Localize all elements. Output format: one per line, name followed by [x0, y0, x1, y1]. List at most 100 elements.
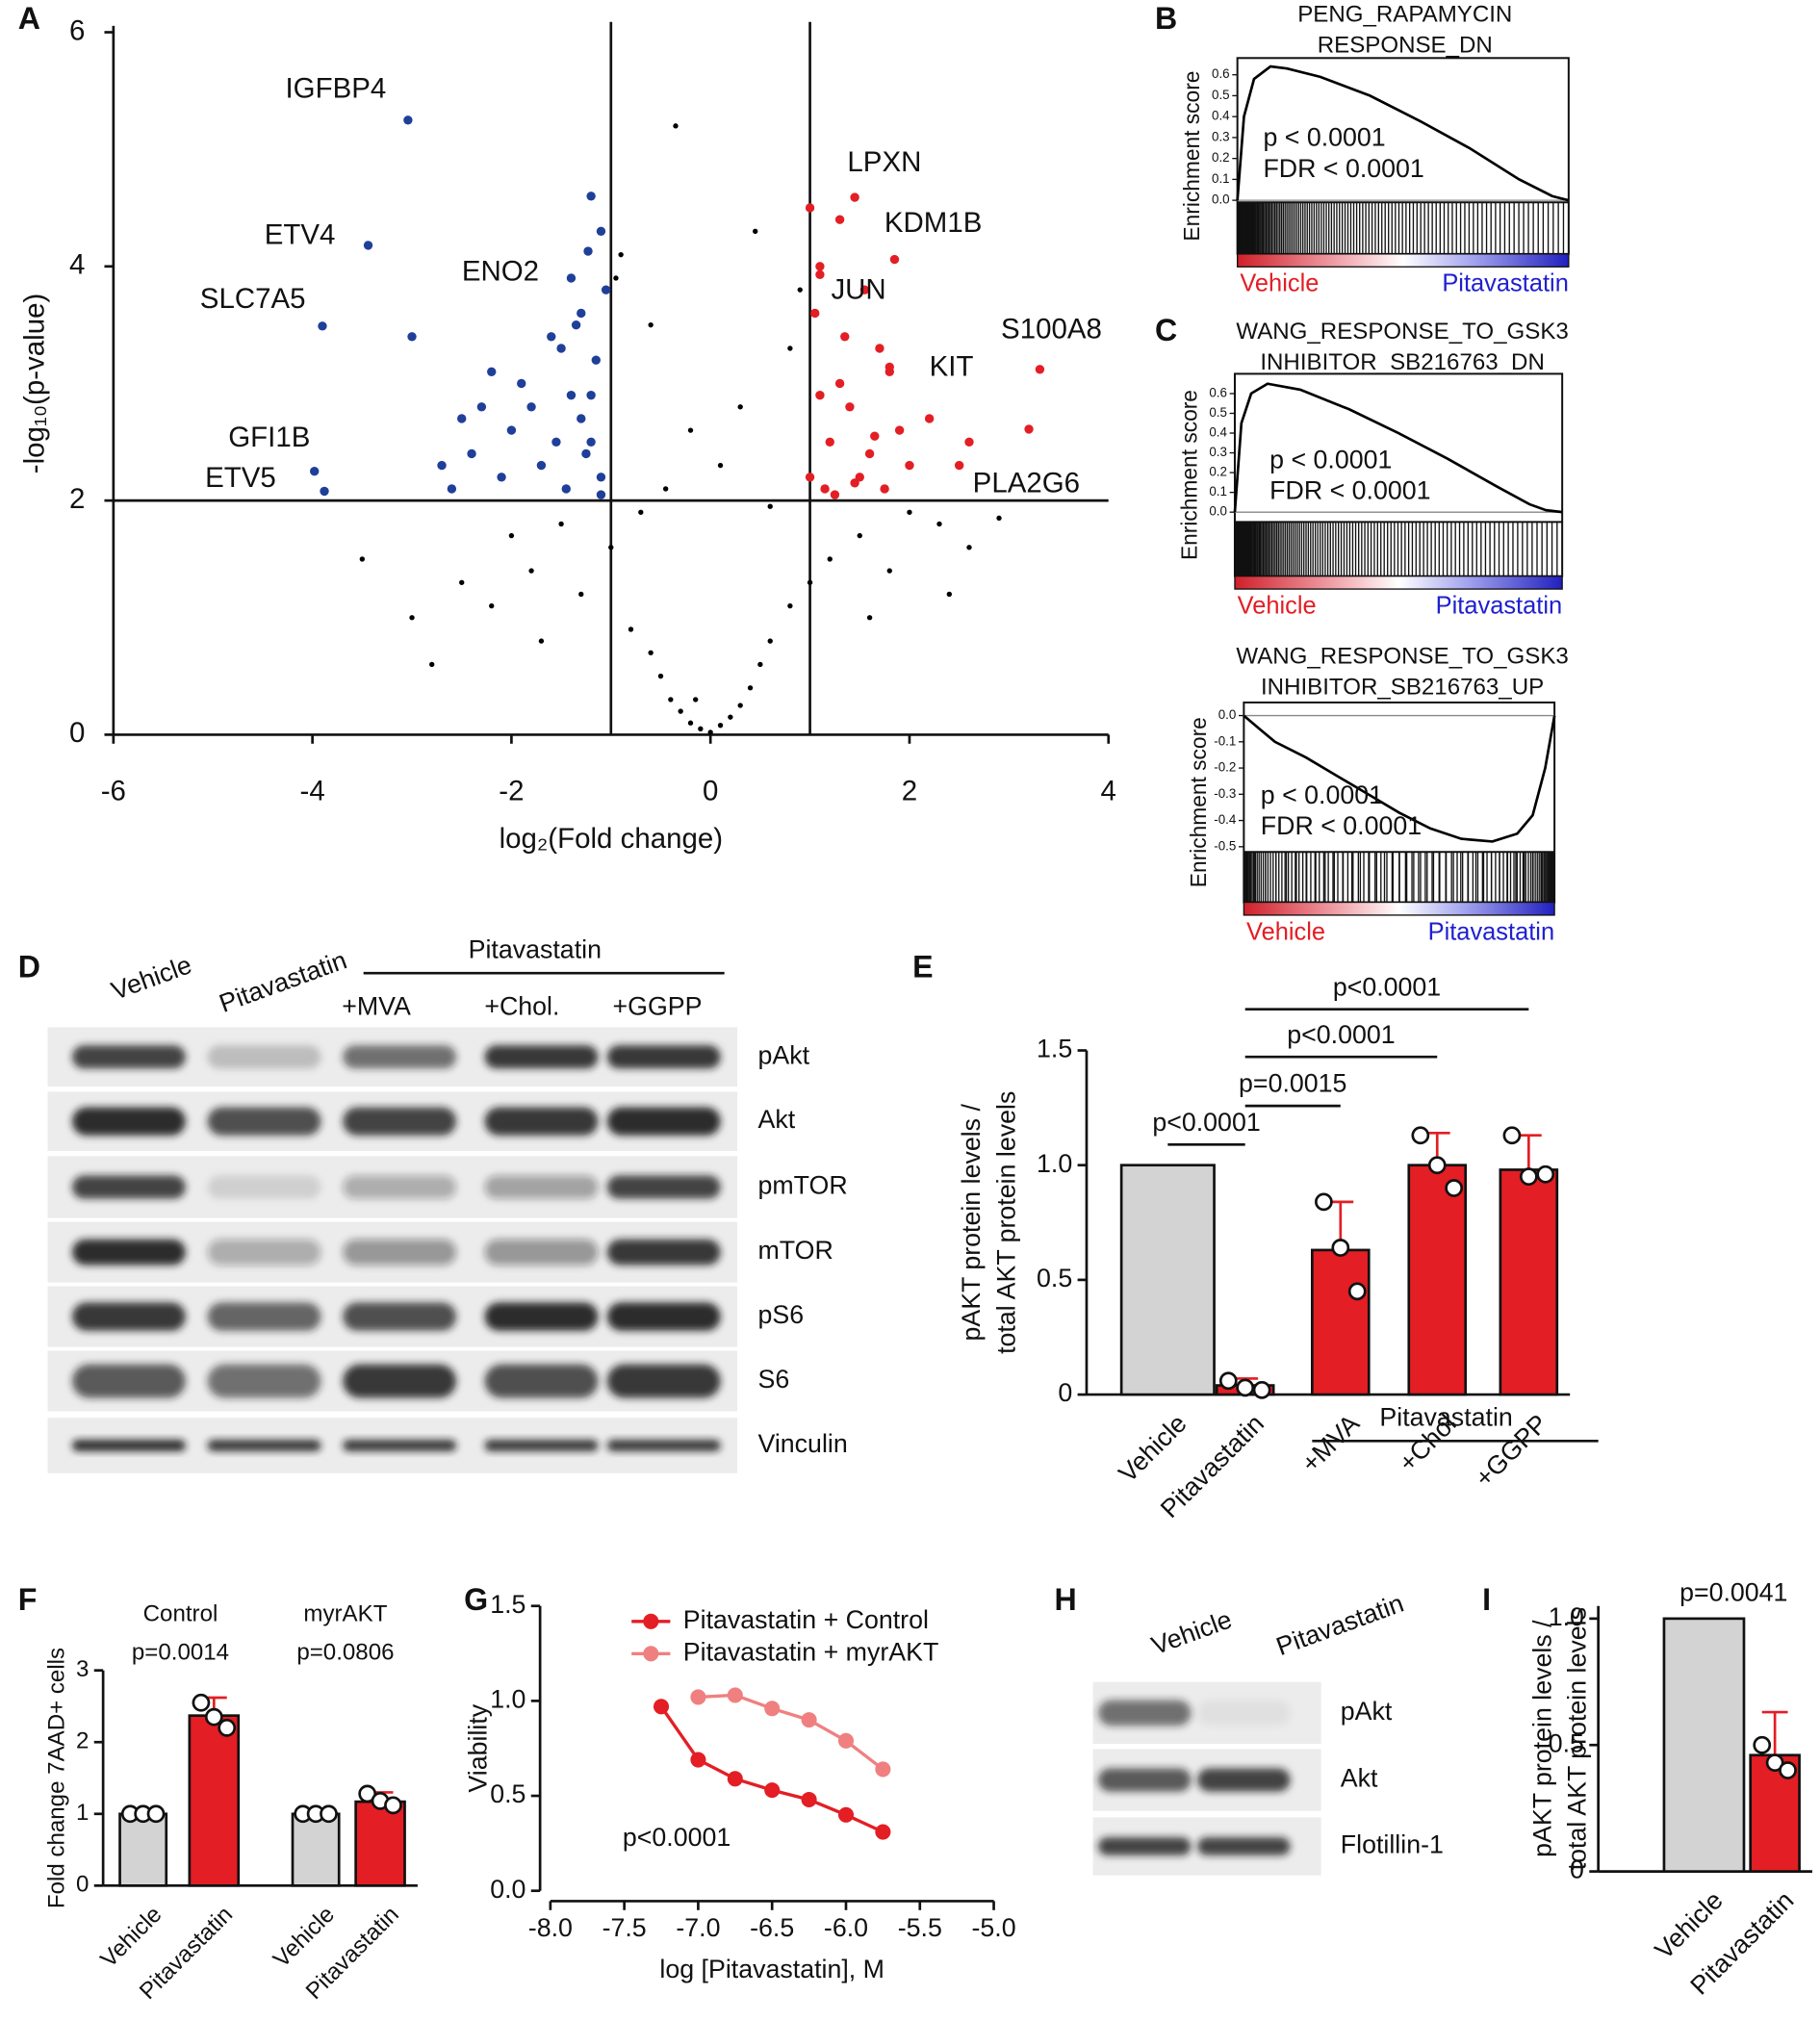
replicate-point: [384, 1796, 402, 1815]
gene-label: JUN: [831, 274, 885, 306]
p-value-label: p<0.0001: [1152, 1108, 1260, 1137]
point: [747, 685, 754, 691]
point: [596, 473, 606, 482]
blot-band: [71, 1439, 186, 1452]
rank-gradient: [1243, 901, 1555, 916]
y-tick-label: 0.5: [1209, 405, 1227, 420]
enrichment-curve: [1236, 64, 1570, 202]
x-tick-label: -2: [499, 775, 524, 806]
blot-band: [1197, 1837, 1291, 1855]
point: [880, 484, 889, 494]
replicate-point: [1252, 1380, 1271, 1399]
y-tick-label: 0.5: [490, 1779, 525, 1808]
y-axis-label: Enrichment score: [1179, 71, 1204, 242]
point: [662, 486, 669, 492]
labeled-point: [1024, 424, 1034, 434]
blot-band: [71, 1364, 186, 1398]
point: [875, 344, 884, 353]
point: [964, 437, 974, 447]
replicate-point: [1218, 1371, 1238, 1391]
x-tick-label: -7.5: [602, 1913, 647, 1942]
bar: [118, 1812, 168, 1887]
y-tick-label: 1.0: [490, 1684, 525, 1713]
y-tick-label: 4: [69, 249, 85, 281]
replicate-point: [320, 1804, 338, 1824]
y-tick-label: 3: [76, 1656, 89, 1682]
point: [638, 509, 644, 515]
y-tick-label: 0: [1058, 1378, 1072, 1407]
point: [787, 602, 793, 609]
blot-band: [606, 1107, 721, 1136]
plot-title: INHIBITOR_SB216763_UP: [1261, 675, 1544, 701]
blot-band: [606, 1175, 721, 1199]
blot-band: [71, 1175, 186, 1199]
point: [825, 437, 834, 447]
y-tick-label: -0.3: [1214, 786, 1236, 801]
replicate-point: [218, 1718, 237, 1737]
gene-label: ETV4: [265, 218, 336, 250]
point: [551, 437, 561, 447]
gene-label: KIT: [930, 351, 974, 383]
point: [857, 532, 862, 539]
blot-band: [343, 1439, 457, 1452]
stat-label: FDR < 0.0001: [1269, 476, 1430, 505]
blot-band: [1098, 1768, 1192, 1792]
replicate-point: [1765, 1753, 1784, 1773]
point: [596, 226, 606, 237]
legend-label: Pitavastatin + myrAKT: [683, 1637, 939, 1666]
point: [653, 1699, 670, 1715]
gene-label: PLA2G6: [973, 467, 1080, 499]
blot-band: [71, 1045, 186, 1069]
gene-label: SLC7A5: [200, 283, 306, 315]
y-tick-label: 0.1: [1212, 171, 1230, 186]
point: [866, 615, 873, 621]
gene-label: ETV5: [205, 462, 276, 494]
point: [586, 192, 596, 201]
point: [657, 673, 664, 679]
blot-row-label: pAkt: [757, 1040, 809, 1069]
point: [577, 308, 586, 319]
group-label: Pitavastatin: [1379, 1403, 1512, 1432]
point: [907, 509, 912, 515]
phenotype-label: Vehicle: [1238, 593, 1317, 620]
y-tick-label: 0.5: [1549, 1728, 1584, 1757]
point: [517, 378, 526, 389]
point: [577, 414, 586, 423]
y-tick-label: 2: [76, 1728, 89, 1754]
point: [687, 427, 694, 433]
blot-band: [606, 1439, 721, 1452]
plot-title: PENG_RAPAMYCIN: [1297, 1, 1512, 27]
point: [561, 484, 571, 494]
point: [801, 1791, 817, 1808]
blot-band: [484, 1364, 599, 1398]
point: [476, 402, 487, 412]
point: [757, 661, 763, 668]
point: [815, 262, 825, 271]
blot-row-label: Vinculin: [757, 1429, 847, 1458]
phenotype-label: Vehicle: [1240, 270, 1319, 297]
y-tick-label: 0.4: [1212, 109, 1230, 123]
point: [727, 1771, 743, 1787]
point: [859, 285, 870, 294]
point: [840, 332, 850, 342]
plot-title: WANG_RESPONSE_TO_GSK3: [1236, 319, 1568, 345]
point: [690, 1689, 706, 1705]
point: [558, 521, 564, 527]
x-tick-label: -6.0: [824, 1913, 868, 1942]
lane-group-label: Pitavastatin: [469, 934, 602, 963]
point: [728, 714, 733, 720]
blot-band: [1197, 1768, 1291, 1792]
legend-label: Pitavastatin + Control: [683, 1605, 929, 1634]
legend-marker: [643, 1613, 659, 1629]
point: [886, 568, 892, 574]
blot-band: [343, 1045, 457, 1069]
point: [437, 460, 447, 471]
blot-band: [343, 1175, 457, 1199]
stat-label: FDR < 0.0001: [1263, 154, 1423, 183]
group-label: myrAKT: [303, 1600, 387, 1626]
blot-band: [606, 1302, 721, 1331]
point: [487, 367, 497, 376]
replicate-point: [1427, 1156, 1447, 1175]
